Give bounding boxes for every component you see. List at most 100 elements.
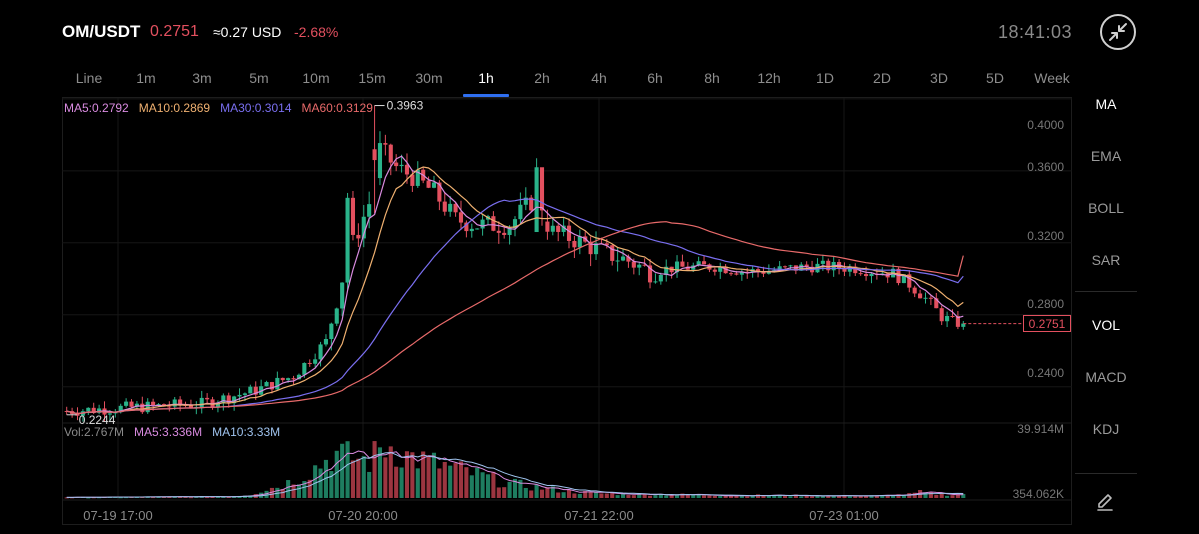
indicator-boll[interactable]: BOLL — [1088, 200, 1124, 216]
candle-body — [507, 228, 512, 235]
indicator-ma[interactable]: MA — [1095, 96, 1117, 112]
volume-bar — [815, 495, 820, 498]
candle-body — [658, 274, 663, 282]
candle-body — [345, 197, 350, 283]
tab-15m[interactable]: 15m — [358, 70, 386, 86]
tab-5d[interactable]: 5D — [986, 70, 1004, 86]
volume-bar — [534, 484, 539, 498]
candle-body — [756, 269, 761, 272]
volume-bar — [221, 496, 226, 498]
candle-body — [539, 167, 545, 211]
candle-body — [723, 266, 728, 274]
candle-body — [469, 228, 474, 232]
tab-2d[interactable]: 2D — [873, 70, 891, 86]
tab-2h[interactable]: 2h — [534, 70, 550, 86]
candle-body — [788, 265, 793, 267]
volume-bar — [340, 443, 345, 498]
candle-body — [377, 143, 383, 179]
volume-bar — [820, 496, 825, 498]
indicator-ema[interactable]: EMA — [1090, 148, 1122, 164]
tab-1h[interactable]: 1h — [478, 70, 494, 86]
tab-10m[interactable]: 10m — [302, 70, 330, 86]
volume-bar — [826, 495, 831, 498]
volume-bar — [485, 474, 491, 498]
volume-bar — [269, 487, 274, 498]
volume-bar — [367, 471, 372, 498]
tab-6h[interactable]: 6h — [647, 70, 663, 86]
candle-body — [318, 344, 323, 360]
tab-line[interactable]: Line — [75, 70, 103, 86]
volume-bar — [480, 472, 485, 498]
volume-bar — [858, 495, 863, 498]
candle-body — [923, 297, 928, 299]
volume-bar — [939, 493, 944, 498]
interval-tabs: Line 1m 3m 5m 10m 15m 30m 1h 2h 4h 6h 8h 12h 1D 2D 3D 5D… — [62, 70, 1086, 98]
tab-1m[interactable]: 1m — [136, 70, 156, 86]
volume-bar — [399, 467, 404, 498]
volume-bar — [442, 461, 447, 498]
volume-bar — [793, 494, 798, 498]
candle-body — [367, 204, 372, 217]
volume-bar — [566, 489, 572, 498]
volume-bar — [205, 497, 210, 499]
volume-bar — [588, 491, 593, 498]
candle-body — [550, 225, 555, 232]
indicator-macd[interactable]: MACD — [1085, 369, 1127, 385]
volume-bar — [491, 471, 496, 498]
candle-body — [388, 144, 393, 163]
candle-body — [783, 266, 788, 268]
candle-body — [588, 241, 593, 255]
volume-bar — [469, 475, 474, 498]
tab-12h[interactable]: 12h — [757, 70, 781, 86]
candle-body — [313, 359, 318, 364]
candle-body — [945, 316, 950, 322]
candle-body — [356, 234, 361, 239]
tab-3m[interactable]: 3m — [192, 70, 212, 86]
candle-body — [323, 339, 329, 345]
ma10-legend: MA10:0.2869 — [138, 101, 211, 115]
volume-bar — [313, 465, 318, 498]
tab-4h[interactable]: 4h — [591, 70, 607, 86]
candle-body — [626, 256, 631, 262]
draw-tool-button[interactable] — [1090, 487, 1120, 517]
volume-bar — [680, 493, 685, 498]
tab-3d[interactable]: 3D — [930, 70, 948, 86]
volume-bar — [404, 451, 410, 498]
candle-body — [955, 316, 960, 327]
candle-body — [950, 316, 955, 318]
volume-bar — [426, 455, 431, 498]
tab-1d[interactable]: 1D — [816, 70, 834, 86]
tab-week[interactable]: Week — [1034, 70, 1070, 86]
price-tick: 0.2800 — [1027, 297, 1064, 311]
candle-body — [869, 273, 874, 277]
candle-body — [523, 197, 528, 205]
candle-body — [928, 297, 933, 299]
indicator-sar[interactable]: SAR — [1091, 252, 1121, 268]
indicator-kdj[interactable]: KDJ — [1092, 421, 1120, 437]
collapse-button[interactable] — [1100, 14, 1136, 50]
volume-bar — [97, 497, 102, 499]
candle-body — [145, 401, 150, 413]
active-tab-indicator — [463, 94, 509, 97]
candle-body — [188, 405, 193, 408]
tab-30m[interactable]: 30m — [415, 70, 443, 86]
candle-body — [275, 377, 280, 390]
volume-bar — [847, 496, 852, 498]
candle-body — [361, 216, 366, 239]
volume-bar — [356, 458, 361, 498]
indicator-vol[interactable]: VOL — [1091, 317, 1120, 333]
volume-bar — [572, 493, 577, 498]
volume-bar — [739, 495, 744, 498]
tab-8h[interactable]: 8h — [704, 70, 720, 86]
volume-bar — [885, 494, 890, 498]
volume-bar — [901, 495, 906, 498]
collapse-arrows-icon — [1109, 23, 1127, 41]
candle-body — [280, 377, 285, 381]
tab-5m[interactable]: 5m — [249, 70, 269, 86]
volume-bar — [593, 491, 599, 498]
last-price-tag: 0.2751 — [1023, 314, 1071, 332]
candle-body — [491, 216, 496, 231]
volume-bar — [561, 492, 566, 498]
volume-bar — [718, 496, 723, 498]
